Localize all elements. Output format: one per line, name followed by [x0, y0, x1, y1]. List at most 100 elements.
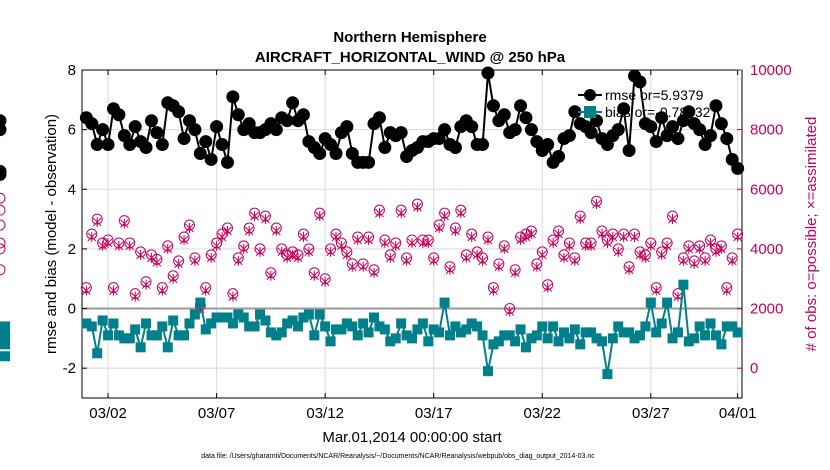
rmse-point	[101, 138, 115, 152]
bias-point	[482, 366, 493, 377]
assimilated-point	[185, 223, 194, 234]
assimilated-point	[331, 231, 341, 242]
assimilated-point	[651, 285, 661, 296]
bias-point	[314, 309, 325, 320]
assimilated-point	[717, 243, 726, 254]
bias-point	[0, 351, 10, 362]
assimilated-point	[461, 252, 471, 263]
assimilated-point	[456, 208, 466, 219]
bias-point	[656, 318, 667, 329]
rmse-point	[438, 123, 452, 137]
assimilated-point	[223, 226, 232, 237]
assimilated-point	[624, 264, 634, 275]
bias-point	[271, 330, 282, 341]
assimilated-point	[565, 240, 574, 251]
assimilated-point	[250, 211, 259, 222]
rmse-point	[280, 114, 294, 128]
assimilated-point	[510, 267, 520, 278]
bias-point	[526, 333, 537, 344]
rmse-point	[204, 152, 218, 166]
bias-point	[331, 324, 342, 335]
assimilated-point	[174, 258, 183, 269]
bias-point	[428, 324, 439, 335]
assimilated-point	[700, 255, 710, 266]
rmse-point	[476, 138, 490, 152]
y-left-tick-label: -2	[63, 360, 76, 377]
bias-point	[249, 321, 260, 332]
bias-point	[515, 324, 526, 335]
assimilated-point	[548, 237, 558, 248]
y-left-tick-label: 0	[68, 301, 76, 318]
assimilated-point	[147, 252, 156, 263]
bias-point	[108, 318, 119, 329]
assimilated-point	[657, 249, 667, 260]
bias-point	[173, 330, 184, 341]
assimilated-point	[337, 240, 346, 251]
rmse-point	[313, 146, 327, 160]
y-left-tick-label: 6	[68, 122, 76, 139]
assimilated-point	[635, 249, 645, 260]
bias-point	[151, 330, 162, 341]
assimilated-point	[619, 231, 629, 242]
assimilated-point	[299, 231, 308, 242]
bias-point	[141, 318, 152, 329]
bias-point	[347, 321, 358, 332]
bias-point	[407, 333, 417, 344]
assimilated-point	[429, 255, 439, 266]
bias-point	[374, 321, 385, 332]
bias-point	[162, 342, 173, 353]
rmse-point	[144, 114, 158, 128]
assimilated-point	[364, 234, 373, 245]
bias-point	[558, 327, 569, 338]
assimilated-point	[673, 291, 683, 302]
assimilated-point	[201, 285, 211, 296]
assimilated-point	[711, 246, 721, 257]
bias-point	[0, 321, 10, 332]
bias-point	[493, 336, 504, 347]
assimilated-point	[646, 240, 656, 251]
legend: rmse or=5.9379 bias or=-0.78032	[578, 87, 711, 120]
bias-point	[0, 339, 10, 350]
bias-point	[694, 321, 705, 332]
assimilated-point	[684, 243, 694, 254]
x-tick-label: 03/17	[415, 405, 453, 422]
assimilated-point	[727, 255, 737, 266]
assimilated-point	[293, 252, 303, 263]
rmse-point	[633, 75, 647, 89]
rmse-point	[508, 123, 522, 137]
possible-point	[0, 237, 6, 249]
bias-point	[434, 327, 445, 338]
assimilated-point	[190, 255, 200, 266]
assimilated-point	[575, 214, 585, 225]
assimilated-point	[239, 243, 249, 254]
possible-point	[0, 243, 6, 255]
bias-point	[303, 309, 314, 320]
bias-point	[293, 321, 304, 332]
series-layer	[0, 66, 745, 380]
assimilated-point	[92, 217, 102, 228]
assimilated-point	[347, 261, 357, 272]
bias-point	[124, 333, 135, 344]
bias-point	[168, 315, 179, 326]
bias-point	[716, 339, 727, 350]
assimilated-point	[543, 282, 553, 293]
bias-point	[455, 327, 466, 338]
assimilated-point	[125, 240, 135, 251]
assimilated-point	[586, 240, 596, 251]
assimilated-point	[679, 255, 688, 266]
bias-point	[135, 342, 146, 353]
rmse-point	[269, 123, 283, 137]
y-left-tick-label: 2	[68, 241, 76, 258]
bias-point	[200, 324, 211, 335]
bias-point	[227, 318, 238, 329]
bias-point	[634, 330, 645, 341]
assimilated-point	[87, 231, 97, 242]
bias-point	[477, 330, 488, 341]
bias-point	[499, 330, 510, 341]
bias-point	[564, 333, 575, 344]
assimilated-point	[353, 234, 363, 245]
bias-point	[689, 333, 700, 344]
assimilated-point	[320, 276, 330, 287]
assimilated-point	[271, 226, 281, 237]
assimilated-point	[326, 246, 335, 257]
